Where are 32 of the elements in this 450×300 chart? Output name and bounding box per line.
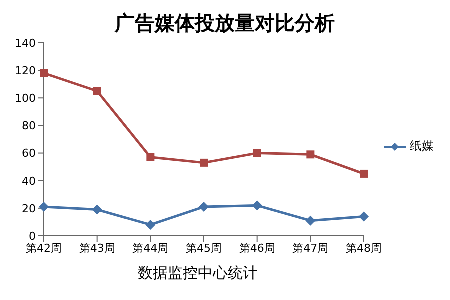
point xyxy=(146,220,156,230)
point xyxy=(40,69,48,78)
point xyxy=(200,158,208,167)
point xyxy=(92,204,102,215)
y-tick-label: 40 xyxy=(22,174,36,188)
x-tick-label: 第46周 xyxy=(239,242,276,255)
chart-title: 广告媒体投放量对比分析 xyxy=(114,10,336,37)
y-tick-label: 60 xyxy=(22,147,36,160)
y-tick-label: 120 xyxy=(15,64,36,78)
point xyxy=(253,149,262,158)
text: 数据监控中心统计 xyxy=(137,264,259,283)
x-tick-label: 第44周 xyxy=(132,242,169,255)
point xyxy=(39,202,49,212)
point xyxy=(146,153,155,162)
y-tick-label: 140 xyxy=(15,36,36,50)
point xyxy=(306,216,316,226)
x-tick-label: 第43周 xyxy=(79,242,116,255)
point xyxy=(252,200,262,211)
y-tick-label: 20 xyxy=(22,202,36,216)
y-tick-label: 80 xyxy=(22,120,36,133)
x-tick-label: 第48周 xyxy=(346,242,382,255)
point xyxy=(360,170,368,178)
point xyxy=(306,150,315,159)
x-tick-label: 第47周 xyxy=(292,242,329,255)
point xyxy=(359,212,369,222)
x-tick-label: 第42周 xyxy=(26,242,62,255)
y-tick-label: 100 xyxy=(15,92,36,106)
y-tick-label: 0 xyxy=(29,230,36,243)
x-tick-label: 第45周 xyxy=(186,242,222,255)
point xyxy=(199,202,209,212)
point xyxy=(93,87,102,96)
legend-label: 纸媒 xyxy=(410,138,434,155)
